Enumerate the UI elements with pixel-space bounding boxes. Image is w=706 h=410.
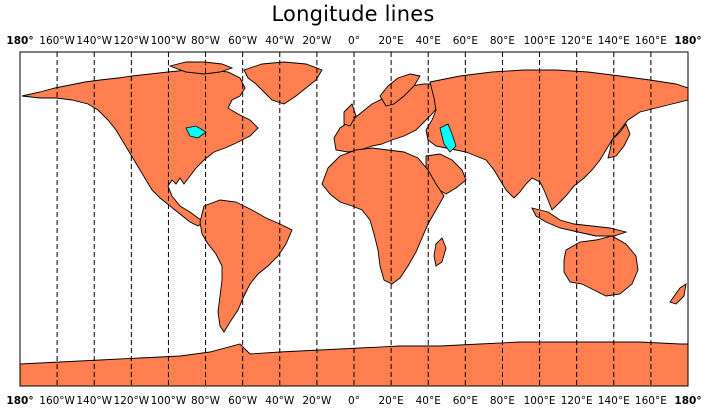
meridian-label-top: 100°E <box>524 35 556 47</box>
lake-caspian-sea <box>439 123 457 153</box>
meridian-label-top: 80°W <box>191 35 221 47</box>
meridian-label-bottom: 40°E <box>416 395 441 407</box>
label-layer: 160°W160°W140°W140°W120°W120°W100°W100°W… <box>6 35 701 407</box>
meridian-label-top: 100°W <box>151 35 187 47</box>
island-great-britain <box>343 103 357 127</box>
island-greenland <box>243 61 323 105</box>
meridian-label-bottom: 40°W <box>265 395 295 407</box>
continent-south-america <box>199 199 293 333</box>
land-layer <box>19 61 689 387</box>
meridian-label-top: 40°E <box>416 35 441 47</box>
meridian-label-top: 60°E <box>453 35 478 47</box>
meridian-label-top: 60°W <box>228 35 258 47</box>
meridian-label-bottom: 80°E <box>490 395 515 407</box>
edge-label-right-top: 180° <box>674 35 701 47</box>
meridian-label-top: 40°W <box>265 35 295 47</box>
meridian-label-bottom: 20°W <box>302 395 332 407</box>
meridian-label-bottom: 160°E <box>635 395 667 407</box>
meridian-label-bottom: 100°E <box>524 395 556 407</box>
meridian-label-top: 120°E <box>561 35 593 47</box>
meridian-label-bottom: 120°E <box>561 395 593 407</box>
lake-great-lakes <box>185 125 207 139</box>
meridian-label-top: 140°E <box>598 35 630 47</box>
meridian-label-bottom: 0° <box>348 395 360 407</box>
meridian-label-bottom: 20°E <box>378 395 403 407</box>
island-madagascar <box>433 237 447 267</box>
meridian-label-bottom: 140°E <box>598 395 630 407</box>
island-arctic-canada <box>168 61 234 75</box>
peninsula-scandinavia <box>379 73 421 107</box>
meridian-label-bottom: 100°W <box>151 395 187 407</box>
meridian-label-top: 160°E <box>635 35 667 47</box>
continent-africa <box>321 147 445 285</box>
island-new-zealand <box>669 283 687 305</box>
meridian-label-bottom: 60°W <box>228 395 258 407</box>
meridian-label-top: 20°W <box>302 35 332 47</box>
islands-indonesia <box>531 207 628 237</box>
meridian-label-top: 140°W <box>76 35 112 47</box>
meridian-label-bottom: 140°W <box>76 395 112 407</box>
edge-label-right-bottom: 180° <box>674 395 701 407</box>
edge-label-left-bottom: 180° <box>6 395 33 407</box>
meridian-label-top: 120°W <box>113 35 149 47</box>
meridian-label-bottom: 80°W <box>191 395 221 407</box>
map-frame <box>19 51 689 387</box>
meridian-label-bottom: 60°E <box>453 395 478 407</box>
meridian-label-top: 0° <box>348 35 360 47</box>
meridian-label-bottom: 160°W <box>39 395 75 407</box>
meridian-label-top: 80°E <box>490 35 515 47</box>
continent-north-america <box>21 69 259 227</box>
map-title: Longitude lines <box>271 2 435 26</box>
continent-australia <box>563 235 639 297</box>
meridian-label-top: 160°W <box>39 35 75 47</box>
meridian-label-top: 20°E <box>378 35 403 47</box>
edge-label-left-top: 180° <box>6 35 33 47</box>
meridian-label-bottom: 120°W <box>113 395 149 407</box>
